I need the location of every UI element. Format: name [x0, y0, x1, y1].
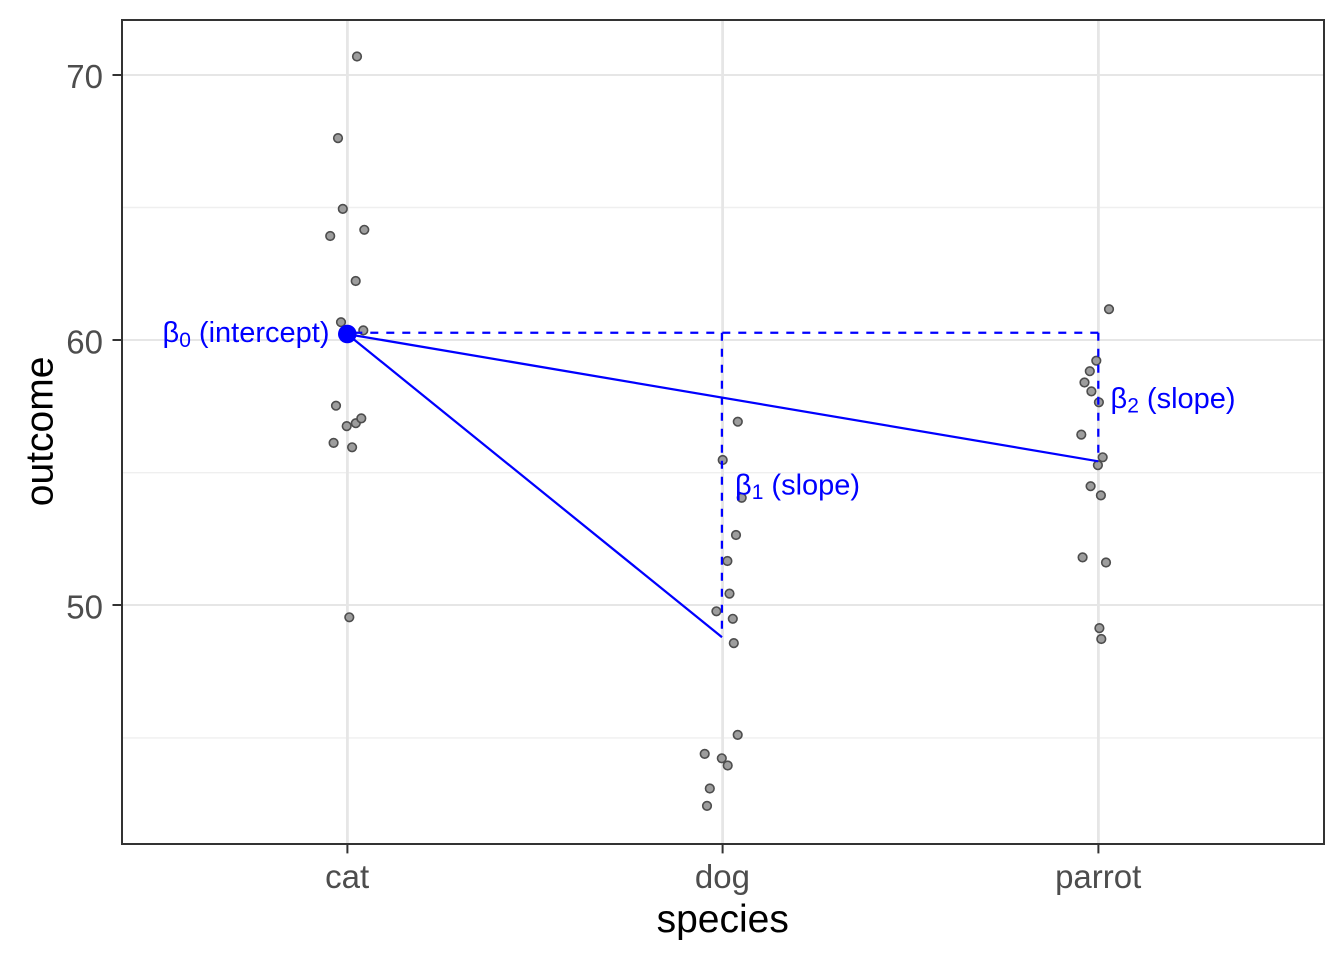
svg-text:dog: dog — [695, 858, 750, 895]
svg-text:70: 70 — [66, 58, 103, 95]
svg-text:parrot: parrot — [1055, 858, 1141, 895]
svg-text:50: 50 — [66, 589, 103, 626]
svg-text:cat: cat — [325, 858, 369, 895]
svg-text:species: species — [657, 898, 789, 941]
svg-text:β0 (intercept): β0 (intercept) — [163, 317, 330, 352]
svg-text:outcome: outcome — [19, 357, 62, 507]
svg-text:60: 60 — [66, 323, 103, 360]
